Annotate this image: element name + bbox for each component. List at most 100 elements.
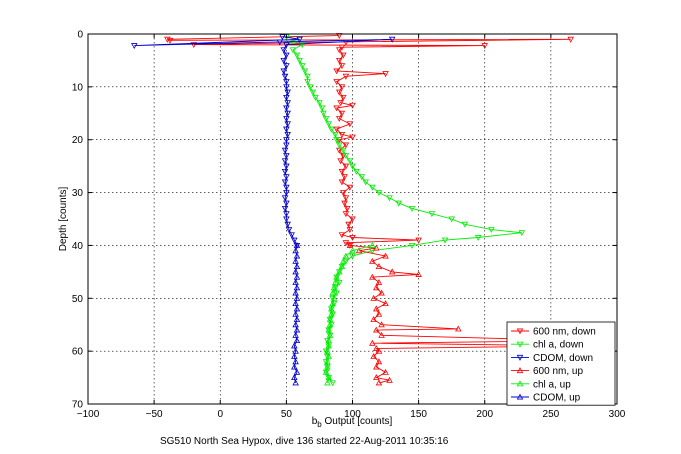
y-tick-label: 30 — [72, 188, 84, 199]
data-point — [349, 247, 356, 254]
data-point — [293, 252, 301, 259]
data-point — [349, 235, 356, 241]
data-point — [335, 142, 343, 149]
data-point — [328, 310, 335, 317]
data-point — [284, 100, 291, 107]
data-point — [324, 347, 331, 354]
data-point — [280, 68, 288, 75]
data-point — [283, 79, 290, 85]
data-point — [280, 57, 288, 64]
data-point — [283, 94, 290, 101]
data-point — [481, 43, 489, 50]
legend-swatch-marker — [516, 341, 524, 348]
data-point — [355, 247, 363, 254]
data-point — [283, 216, 290, 223]
data-point — [343, 205, 351, 212]
legend-label: chl a, up — [533, 379, 571, 390]
data-point — [283, 200, 290, 207]
data-point — [346, 121, 354, 128]
data-point — [325, 121, 332, 128]
data-point — [395, 200, 403, 207]
data-point — [335, 89, 343, 96]
data-point — [338, 63, 346, 70]
data-point — [369, 339, 376, 346]
legend-label: 600 nm, up — [533, 366, 583, 377]
data-point — [341, 174, 348, 181]
data-point — [386, 195, 393, 202]
legend-box — [506, 321, 616, 406]
data-point — [333, 273, 340, 280]
data-point — [349, 163, 356, 170]
data-point — [342, 73, 350, 80]
data-point — [283, 137, 290, 144]
data-point — [292, 300, 299, 307]
data-point — [131, 43, 138, 50]
data-point — [304, 73, 311, 80]
data-point — [296, 36, 303, 43]
data-point — [373, 345, 380, 351]
data-point — [349, 134, 356, 141]
data-point — [345, 221, 352, 228]
data-point — [306, 84, 314, 91]
data-point — [461, 221, 469, 228]
data-point — [388, 36, 396, 43]
data-point — [370, 353, 377, 359]
data-point — [283, 142, 290, 149]
data-point — [373, 305, 380, 312]
data-point — [333, 105, 340, 112]
data-point — [304, 79, 311, 85]
data-point — [293, 52, 301, 59]
series-line — [349, 244, 584, 384]
data-point — [281, 158, 289, 165]
data-point — [291, 342, 298, 349]
data-point — [358, 174, 366, 181]
data-point — [474, 235, 482, 241]
data-point — [284, 221, 291, 228]
data-point — [281, 168, 289, 175]
data-point — [375, 263, 383, 270]
data-point — [283, 211, 290, 218]
data-point — [370, 316, 377, 322]
data-point — [341, 200, 348, 207]
data-point — [349, 102, 356, 109]
legend-item: chl a, up — [511, 379, 571, 390]
data-point — [166, 37, 174, 44]
data-point — [335, 268, 343, 275]
x-tick-label: 300 — [609, 409, 626, 420]
data-point — [329, 300, 336, 307]
data-point — [333, 290, 340, 297]
data-point — [333, 126, 340, 133]
data-point — [325, 374, 332, 381]
data-point — [325, 353, 332, 359]
data-point — [283, 174, 290, 181]
data-point — [281, 147, 289, 154]
data-point — [292, 310, 299, 317]
data-point — [292, 331, 299, 338]
data-point — [292, 279, 299, 285]
data-point — [283, 84, 290, 91]
data-point — [353, 168, 360, 175]
data-point — [488, 227, 495, 233]
y-tick-label: 60 — [72, 347, 84, 358]
x-axis-label-rest: Output [counts] — [322, 416, 393, 427]
y-tick-label: 40 — [72, 241, 84, 252]
legend-label: chl a, down — [533, 340, 584, 351]
data-point — [369, 242, 376, 248]
data-point — [346, 242, 354, 248]
data-point — [455, 325, 462, 332]
data-point — [326, 331, 334, 338]
data-point — [335, 57, 343, 64]
data-point — [338, 179, 346, 186]
data-point — [291, 374, 298, 381]
data-point — [293, 242, 301, 248]
data-point — [324, 363, 331, 370]
data-point — [288, 232, 295, 239]
series-line — [134, 36, 393, 246]
y-axis-label: Depth [counts] — [58, 187, 69, 252]
data-point — [324, 379, 331, 386]
x-tick-label: 50 — [281, 409, 293, 420]
data-point — [293, 294, 301, 301]
data-point — [349, 216, 356, 223]
y-tick-label: 0 — [77, 30, 83, 41]
